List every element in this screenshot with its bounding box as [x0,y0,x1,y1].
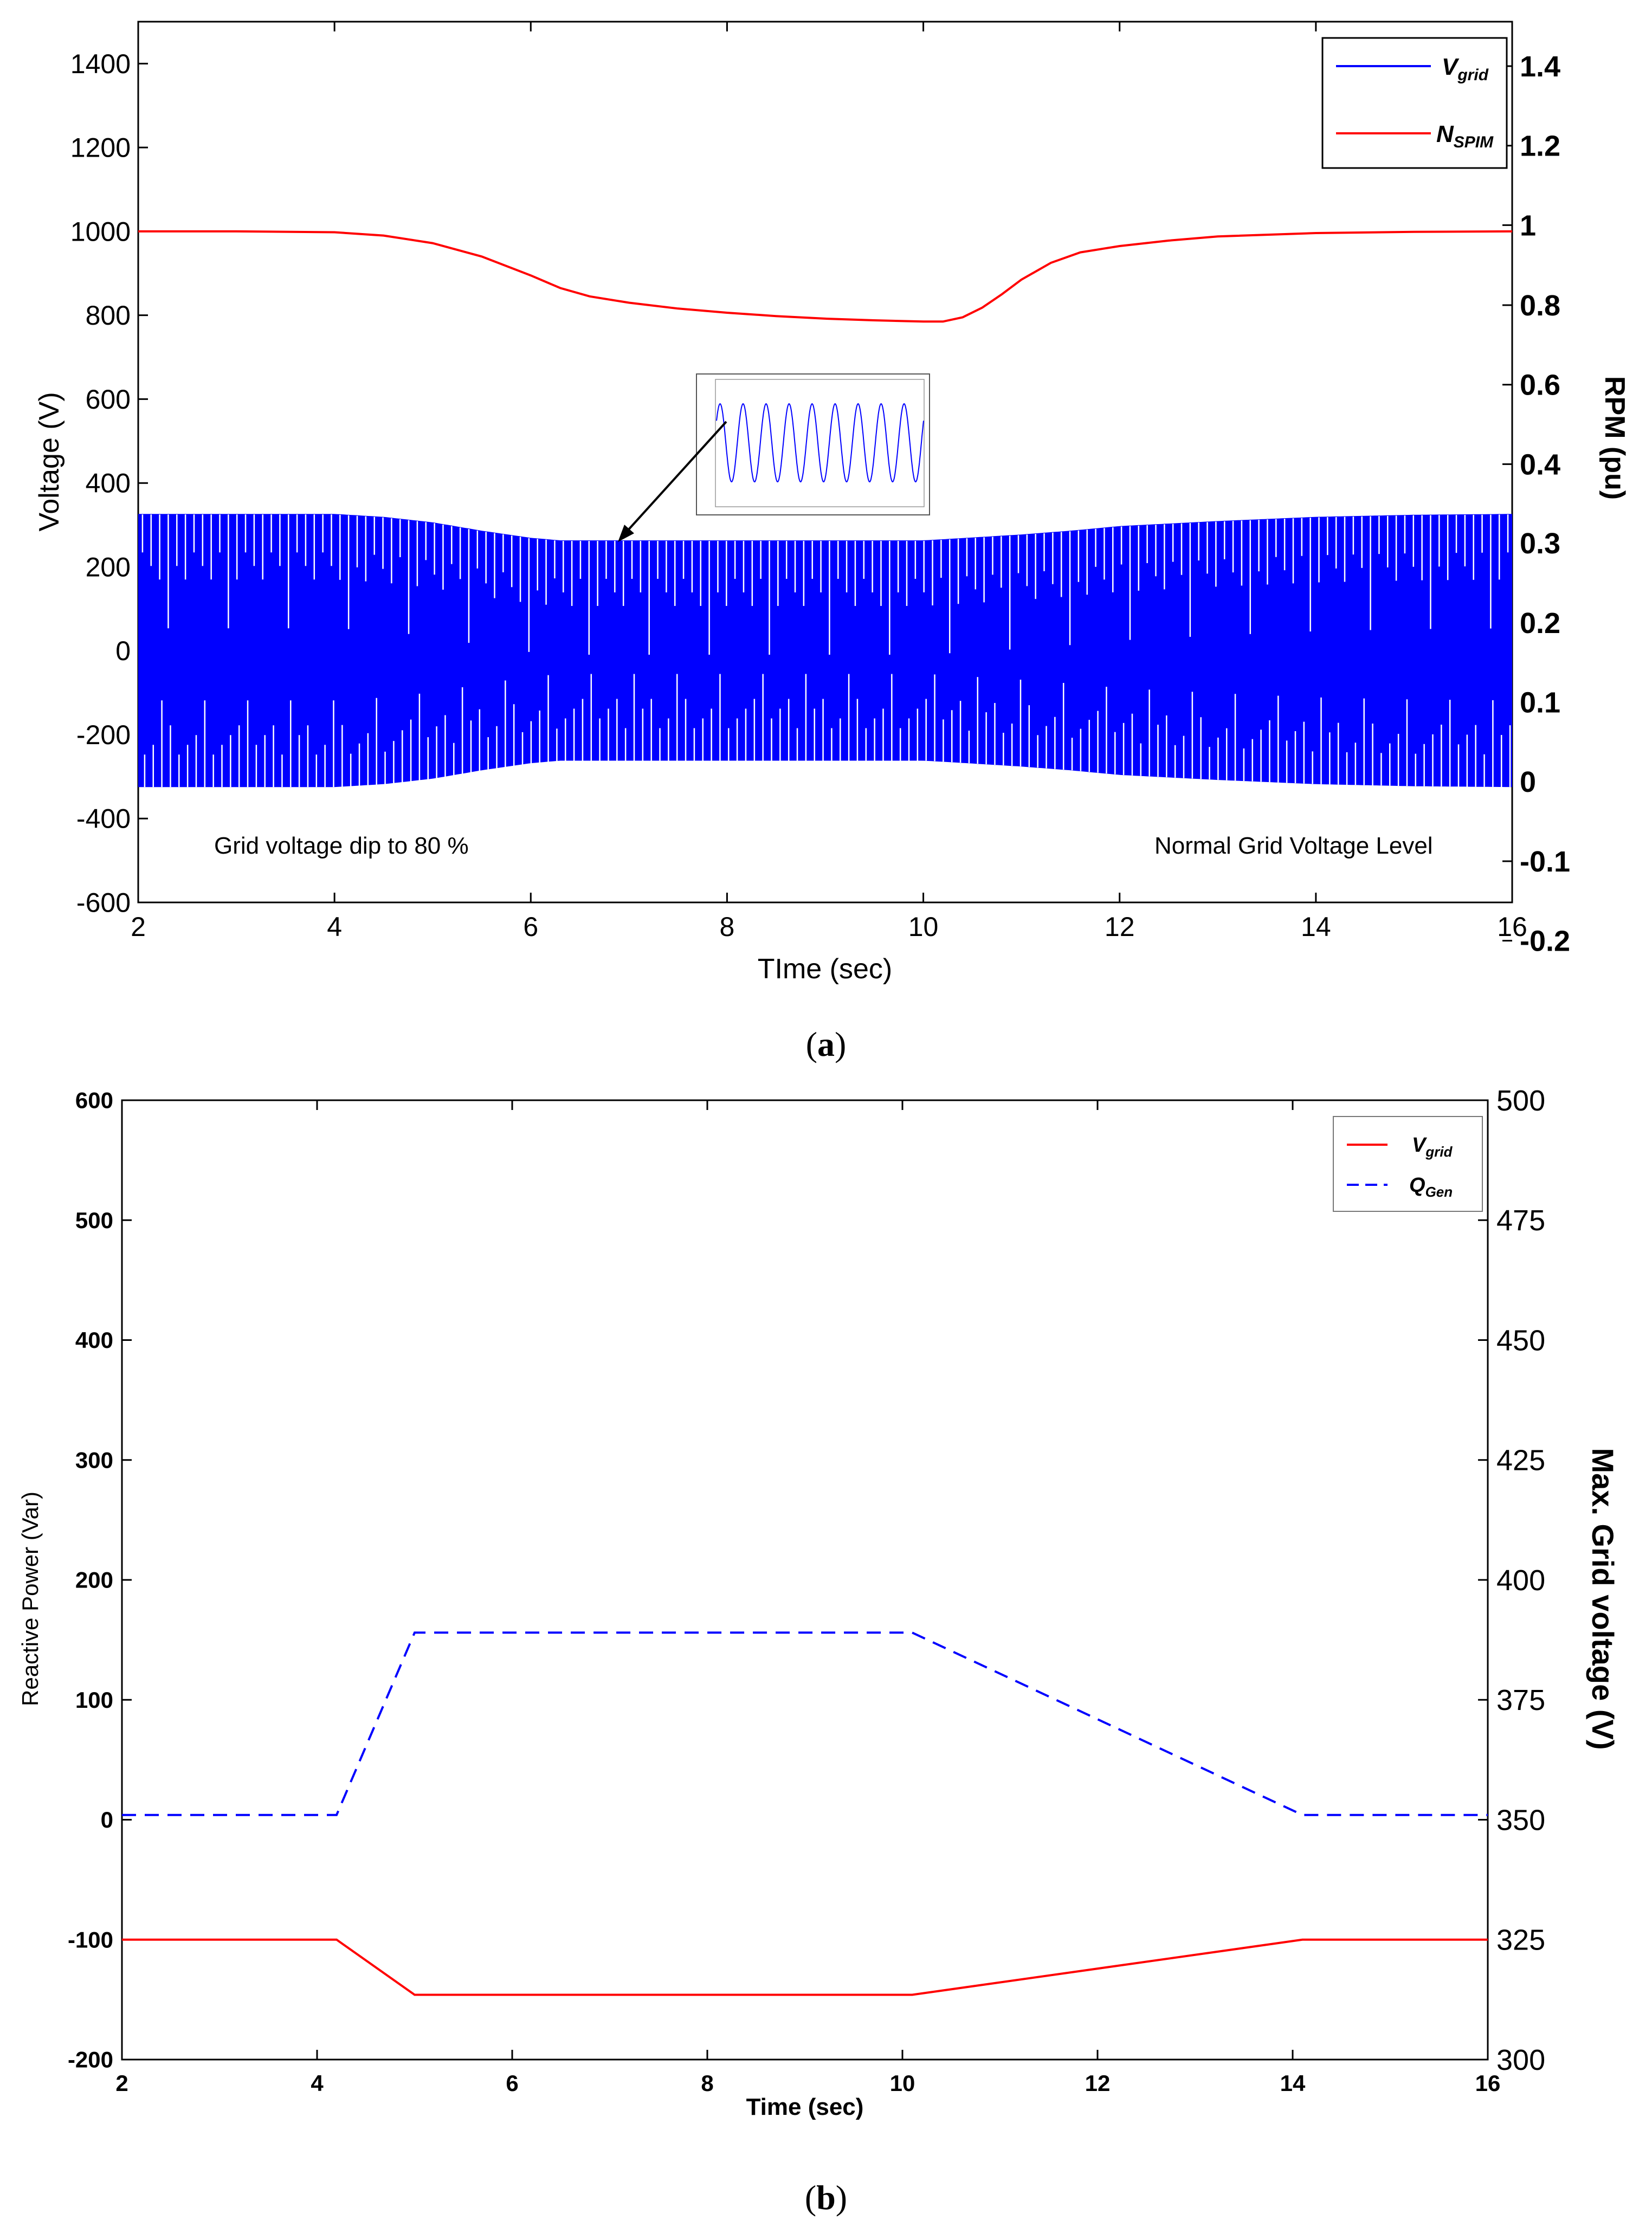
x-tick-label: 2 [115,2070,128,2096]
legend-a-label-vgrid: Vgrid [1442,54,1489,84]
chart-a-inset-arrowhead [618,525,634,542]
chart-b: 2 4 6 8 10 12 14 16 -200 -100 0 100 200 300 400 500 600… [17,1085,1620,2120]
y-tick-label-left: 400 [86,468,131,499]
y-tick-label-left: 400 [75,1327,113,1353]
caption-b-letter: b [816,2178,836,2217]
caption-b: (b) [804,2178,848,2217]
y-tick-label-left: 0 [115,636,131,666]
y-tick-label-right: 400 [1496,1564,1545,1597]
y-tick-label-left: 100 [75,1687,113,1713]
y-tick-label-right: 1.4 [1520,50,1560,83]
chart-a-y-label-right: RPM (pu) [1599,376,1630,500]
chart-b-plot-area [121,1099,1489,2061]
y-tick-label-left: 600 [86,384,131,415]
chart-a-series-vgrid-gaps [141,514,1511,788]
chart-a-y-ticks-right: -0.2 -0.1 0 0.1 0.2 0.3 0.4 0.6 0.8 1 1.2 1.4 [1502,50,1570,958]
x-tick-label: 16 [1475,2070,1501,2096]
y-tick-label-left: 800 [86,300,131,331]
y-tick-label-right: 325 [1496,1924,1545,1957]
y-tick-label-left: 200 [75,1567,113,1593]
legend-b-label-qgen: QGen [1409,1174,1453,1200]
y-tick-label-left: 1400 [70,49,131,79]
x-tick-label: 10 [908,912,939,942]
chart-a-series-nspim [138,230,1512,323]
x-tick-label: 6 [523,912,538,942]
y-tick-label-right: 475 [1496,1204,1545,1237]
x-tick-label: 14 [1301,912,1331,942]
y-tick-label-right: 0.4 [1520,448,1560,481]
chart-a-inset-arrow [621,421,727,538]
y-tick-label-left: -600 [76,888,131,918]
chart-a-legend: Vgrid NSPIM [1321,37,1508,169]
x-tick-label: 4 [327,912,342,942]
legend-a-label-nspim: NSPIM [1436,121,1494,151]
x-tick-label: 6 [506,2070,518,2096]
chart-b-y-ticks-right: 300 325 350 375 400 425 450 475 500 [1478,1085,1545,2076]
y-tick-label-right: 0.3 [1520,527,1560,560]
y-tick-label-left: 200 [86,552,131,582]
y-tick-label-left: 0 [101,1807,113,1832]
x-tick-label: 12 [1105,912,1135,942]
y-tick-label-right: 0.8 [1520,289,1560,322]
chart-a-x-ticks: 2 4 6 8 10 12 14 16 [131,22,1527,942]
x-tick-label: 2 [131,912,146,942]
y-tick-label-left: -200 [68,2047,113,2073]
chart-a-annotation-dip: Grid voltage dip to 80 % [214,832,469,859]
chart-a-annotation-normal: Normal Grid Voltage Level [1154,832,1433,859]
x-tick-label: 10 [890,2070,915,2096]
y-tick-label-right: 0.1 [1520,686,1560,719]
y-tick-label-left: -200 [76,720,131,750]
chart-b-y-label-left: Reactive Power (Var) [17,1492,43,1706]
chart-a: 2 4 6 8 10 12 14 16 -600-400-200020040060080010… [34,21,1630,985]
chart-b-legend: Vgrid QGen [1333,1116,1483,1212]
chart-a-y-ticks-left: -600 -400 -200 0 200 400 600 800 1000 1200 1400 [70,49,148,918]
chart-b-series-vgrid [122,1938,1488,1996]
chart-a-x-label: TIme (sec) [758,953,892,985]
y-tick-label-left: 500 [75,1208,113,1233]
chart-b-x-label: Time (sec) [746,2094,864,2120]
chart-b-x-ticks: 2 4 6 8 10 12 14 16 [115,1100,1500,2096]
y-tick-label-right: -0.2 [1520,925,1570,958]
y-tick-label-left: -400 [76,804,131,834]
chart-a-series-vgrid-fill [138,514,1512,788]
y-tick-label-left: 300 [75,1447,113,1473]
y-tick-label-left: 600 [75,1088,113,1113]
caption-a-letter: a [817,1025,835,1063]
x-tick-label: 12 [1085,2070,1111,2096]
y-tick-label-left: 1000 [70,216,131,247]
chart-b-y-ticks-left: -200 -100 0 100 200 300 400 500 600 [68,1088,132,2073]
x-tick-label: 8 [701,2070,713,2096]
y-tick-label-right: 300 [1496,2044,1545,2076]
y-tick-label-right: 1.2 [1520,130,1560,163]
x-tick-label: 16 [1497,912,1527,942]
y-tick-label-right: 450 [1496,1324,1545,1357]
y-tick-label-right: 1 [1520,209,1536,242]
chart-b-y-label-right: Max. Grid voltage (V) [1586,1448,1620,1750]
x-tick-label: 4 [311,2070,324,2096]
chart-a-inset [696,373,930,515]
caption-a: (a) [805,1025,847,1063]
x-tick-label: 14 [1280,2070,1306,2096]
legend-b-label-vgrid: Vgrid [1412,1134,1453,1160]
chart-a-inset-wave [716,403,924,483]
y-tick-label-right: 375 [1496,1684,1545,1716]
y-tick-label-left: 1200 [70,133,131,163]
chart-b-series-qgen [122,1631,1488,1816]
y-tick-label-right: 350 [1496,1804,1545,1836]
y-tick-label-right: 0.6 [1520,369,1560,402]
x-tick-label: 8 [720,912,735,942]
y-tick-label-right: 425 [1496,1444,1545,1477]
y-tick-label-right: 0.2 [1520,607,1560,640]
y-tick-label-left: -100 [68,1927,113,1952]
y-tick-label-right: 0 [1520,766,1536,798]
chart-a-y-label-left: Voltage (V) [34,392,65,531]
y-tick-label-right: 500 [1496,1085,1545,1117]
y-tick-label-right: -0.1 [1520,846,1570,878]
